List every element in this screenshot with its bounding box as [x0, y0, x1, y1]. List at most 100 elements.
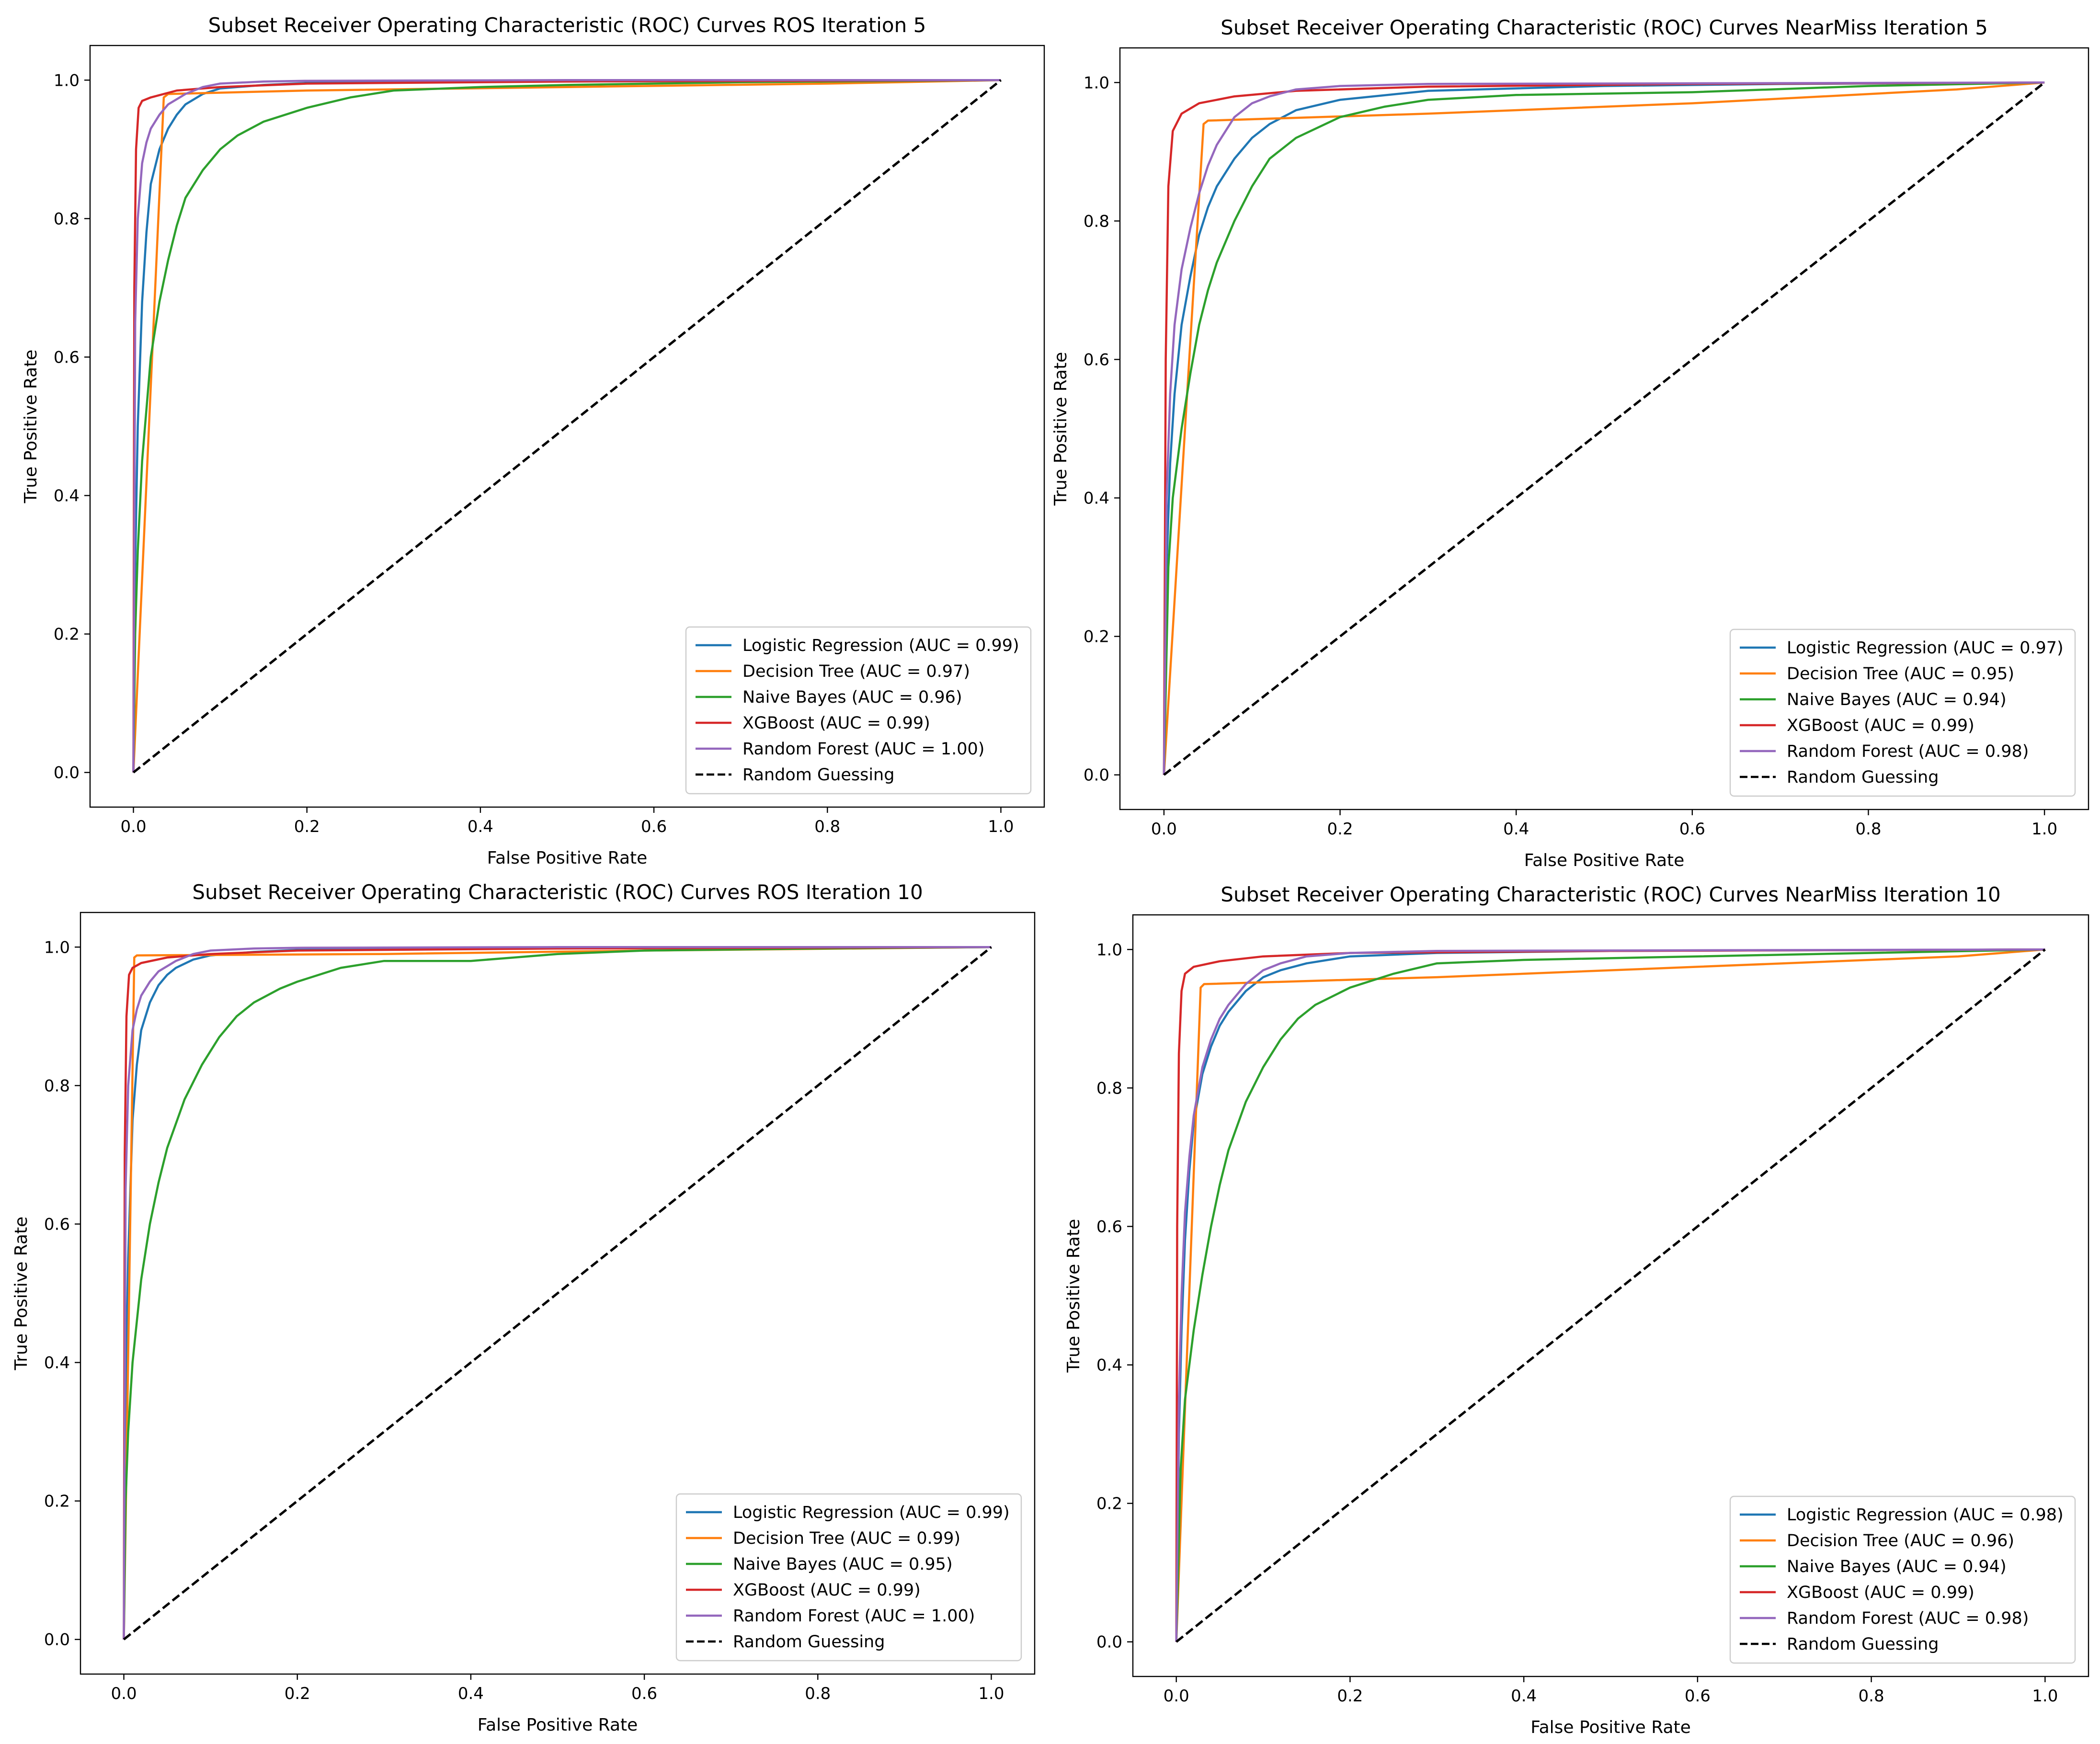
roc-panel: Subset Receiver Operating Characteristic…	[1064, 883, 2089, 1737]
x-tick-label: 0.0	[1164, 1687, 1189, 1706]
x-tick-label: 0.0	[121, 817, 147, 836]
x-axis-label: False Positive Rate	[1524, 851, 1685, 870]
series-line	[1175, 948, 2045, 1642]
roc-panel: Subset Receiver Operating Characteristic…	[11, 880, 1036, 1735]
y-axis-label: True Positive Rate	[1051, 352, 1071, 506]
y-tick-label: 1.0	[1096, 940, 1122, 959]
legend-label: Logistic Regression (AUC = 0.99)	[733, 1503, 1010, 1522]
x-tick-label: 0.2	[1327, 820, 1353, 839]
y-axis-label: True Positive Rate	[1064, 1219, 1084, 1373]
series-line	[123, 946, 992, 1640]
legend-label: Naive Bayes (AUC = 0.94)	[1787, 690, 2007, 709]
series-line	[1163, 81, 2045, 775]
plot-frame	[80, 912, 1036, 1675]
plot-frame	[1119, 47, 2089, 810]
x-tick-label: 0.6	[631, 1684, 657, 1703]
y-tick-label: 1.0	[44, 938, 70, 957]
x-tick-label: 0.0	[111, 1684, 137, 1703]
y-tick-label: 0.6	[1084, 350, 1109, 369]
series-line	[1163, 81, 2045, 775]
legend-label: Random Guessing	[1787, 1635, 1939, 1654]
legend-box	[685, 626, 1032, 795]
x-tick-label: 0.2	[1337, 1687, 1363, 1706]
plot-frame	[1132, 914, 2089, 1677]
y-axis-label: True Positive Rate	[11, 1217, 31, 1371]
x-tick-label: 1.0	[988, 817, 1014, 836]
legend: Logistic Regression (AUC = 0.99) Decision…	[675, 1493, 1022, 1662]
x-tick-label: 0.4	[458, 1684, 484, 1703]
y-tick-label: 0.8	[1096, 1079, 1122, 1098]
y-tick-label: 0.4	[1096, 1356, 1122, 1375]
legend-label: Naive Bayes (AUC = 0.95)	[733, 1555, 953, 1574]
legend-label: Random Guessing	[742, 765, 894, 785]
x-axis-label: False Positive Rate	[1530, 1718, 1691, 1737]
series-line	[132, 79, 1002, 774]
y-tick-label: 0.4	[54, 487, 80, 506]
series-line	[1175, 948, 2045, 1642]
legend-box	[1729, 1495, 2076, 1664]
x-tick-label: 0.8	[1855, 820, 1881, 839]
legend-label: Random Forest (AUC = 0.98)	[1787, 742, 2029, 761]
roc-panel: Subset Receiver Operating Characteristic…	[21, 13, 1045, 868]
legend-box	[1729, 628, 2076, 797]
x-axis-label: False Positive Rate	[478, 1715, 638, 1735]
legend: Logistic Regression (AUC = 0.98) Decision…	[1729, 1495, 2076, 1664]
x-tick-label: 0.8	[805, 1684, 831, 1703]
chart-title: Subset Receiver Operating Characteristic…	[192, 880, 923, 904]
x-tick-label: 0.6	[1685, 1687, 1711, 1706]
y-tick-label: 0.0	[1096, 1633, 1122, 1652]
chart-title: Subset Receiver Operating Characteristic…	[208, 13, 926, 37]
series-line	[123, 946, 992, 1640]
legend-label: Random Forest (AUC = 1.00)	[733, 1607, 975, 1626]
y-tick-label: 0.8	[54, 209, 80, 228]
y-tick-label: 0.4	[44, 1354, 70, 1373]
y-tick-label: 0.8	[44, 1076, 70, 1095]
series-line	[1176, 948, 2046, 1643]
legend-label: Naive Bayes (AUC = 0.94)	[1787, 1557, 2007, 1576]
y-tick-label: 0.4	[1084, 489, 1109, 508]
legend-label: XGBoost (AUC = 0.99)	[1787, 1583, 1974, 1602]
legend-box	[675, 1493, 1022, 1662]
legend-label: Logistic Regression (AUC = 0.98)	[1787, 1505, 2064, 1525]
chart-title: Subset Receiver Operating Characteristic…	[1221, 16, 1988, 39]
legend-label: Naive Bayes (AUC = 0.96)	[742, 688, 962, 707]
legend-label: XGBoost (AUC = 0.99)	[733, 1581, 921, 1600]
legend-label: Logistic Regression (AUC = 0.99)	[742, 636, 1019, 655]
series-line	[132, 79, 1001, 773]
y-axis-label: True Positive Rate	[21, 350, 41, 504]
y-tick-label: 0.6	[44, 1215, 70, 1234]
legend-label: Logistic Regression (AUC = 0.97)	[1787, 638, 2064, 658]
x-tick-label: 0.4	[468, 817, 493, 836]
series-line	[132, 79, 1001, 773]
y-tick-label: 0.0	[54, 764, 80, 783]
y-tick-label: 0.6	[54, 348, 80, 367]
legend-label: Decision Tree (AUC = 0.96)	[1787, 1531, 2014, 1550]
x-tick-label: 0.2	[285, 1684, 310, 1703]
legend-label: Decision Tree (AUC = 0.95)	[1787, 664, 2014, 684]
series-line	[1175, 948, 2045, 1642]
series-line	[132, 79, 1001, 773]
series-line	[123, 946, 993, 1641]
y-tick-label: 1.0	[1084, 73, 1109, 92]
legend-label: Decision Tree (AUC = 0.97)	[742, 662, 970, 681]
plot-frame	[89, 45, 1045, 808]
x-tick-label: 0.8	[814, 817, 840, 836]
x-tick-label: 0.6	[641, 817, 667, 836]
series-line	[1163, 81, 2045, 775]
legend-label: XGBoost (AUC = 0.99)	[742, 714, 930, 733]
legend-label: Random Forest (AUC = 1.00)	[742, 740, 984, 759]
x-tick-label: 0.2	[294, 817, 320, 836]
x-tick-label: 0.0	[1151, 820, 1177, 839]
legend-label: XGBoost (AUC = 0.99)	[1787, 716, 1974, 735]
y-tick-label: 0.8	[1084, 212, 1109, 231]
y-tick-label: 0.2	[1096, 1494, 1122, 1514]
y-tick-label: 1.0	[54, 71, 80, 90]
y-tick-label: 0.0	[1084, 766, 1109, 785]
chart-title: Subset Receiver Operating Characteristic…	[1221, 883, 2000, 906]
x-tick-label: 0.4	[1503, 820, 1529, 839]
legend-label: Decision Tree (AUC = 0.99)	[733, 1529, 960, 1548]
y-tick-label: 0.0	[44, 1630, 70, 1650]
x-axis-label: False Positive Rate	[487, 848, 648, 868]
legend-label: Random Guessing	[1787, 768, 1939, 787]
